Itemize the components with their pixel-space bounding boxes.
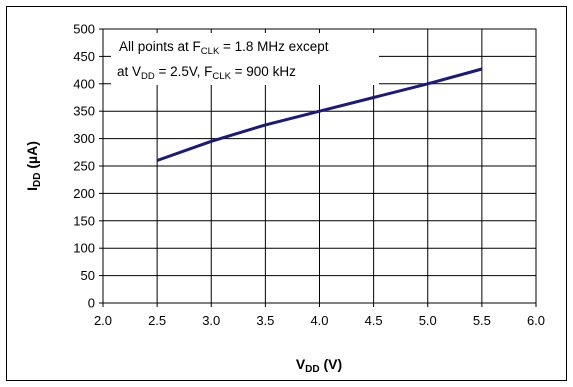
y-tick-label: 350: [73, 104, 95, 119]
series-layer: [156, 67, 483, 162]
x-tick-label: 5.5: [473, 313, 491, 328]
x-tick-label: 3.5: [256, 313, 274, 328]
x-tick-label: 6.0: [527, 313, 545, 328]
tick-labels: 0 50 100 150 200 250 300 350 400 450 500 2.0 2.5 3.0 3…: [73, 22, 545, 329]
y-tick-label: 400: [73, 76, 95, 91]
annotation-line-1: All points at FCLK = 1.8 MHz except: [119, 39, 329, 57]
x-tick-label: 2.0: [94, 313, 112, 328]
x-tick-label: 2.5: [148, 313, 166, 328]
y-tick-label: 0: [88, 296, 95, 311]
y-tick-label: 100: [73, 241, 95, 256]
y-tick-label: 450: [73, 49, 95, 64]
y-tick-label: 150: [73, 213, 95, 228]
annotation-line-2: at VDD = 2.5V, FCLK = 900 kHz: [117, 64, 296, 82]
annotation-box: [111, 33, 379, 85]
x-tick-label: 5.0: [419, 313, 437, 328]
x-tick-label: 4.5: [365, 313, 383, 328]
x-tick-label: 4.0: [310, 313, 328, 328]
y-tick-label: 50: [81, 268, 95, 283]
y-tick-label: 200: [73, 186, 95, 201]
x-axis-title: VDD (V): [296, 356, 342, 375]
y-axis-title: IDD (µA): [24, 141, 43, 191]
y-tick-label: 500: [73, 22, 95, 37]
x-tick-label: 3.0: [202, 313, 220, 328]
chart-frame: [6, 6, 567, 381]
y-tick-label: 300: [73, 131, 95, 146]
y-tick-label: 250: [73, 159, 95, 174]
